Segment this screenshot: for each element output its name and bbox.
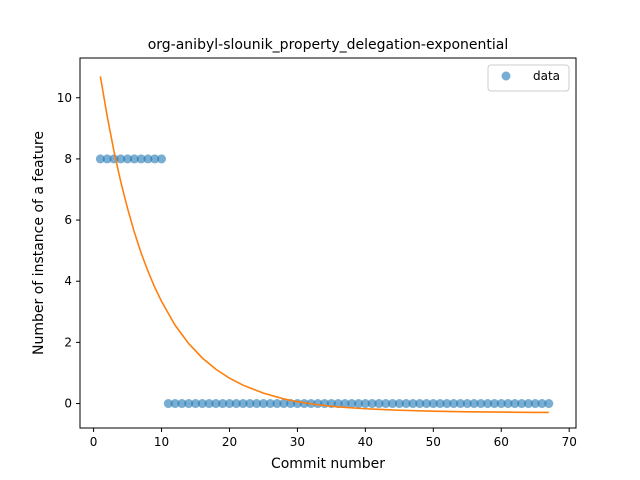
x-tick-label: 60: [494, 435, 509, 449]
data-point: [483, 399, 493, 409]
data-point: [272, 399, 282, 409]
data-point: [191, 399, 201, 409]
x-tick-label: 0: [90, 435, 98, 449]
data-point: [442, 399, 452, 409]
x-axis: 0 10 20 30 40 50 60 70: [90, 428, 577, 449]
data-point: [333, 399, 343, 409]
chart-title: org-anibyl-slounik_property_delegation-e…: [148, 37, 509, 53]
fit-curve: [99, 76, 549, 414]
legend-box: [487, 64, 570, 92]
data-point: [354, 399, 364, 409]
x-tick-label: 10: [154, 435, 169, 449]
data-point: [252, 399, 262, 409]
data-point: [218, 399, 228, 409]
data-point: [510, 399, 520, 409]
data-point: [279, 399, 289, 409]
legend: data: [487, 64, 570, 92]
data-point: [367, 399, 377, 409]
data-point: [129, 154, 139, 164]
data-point: [340, 399, 350, 409]
data-point: [435, 399, 445, 409]
data-point: [211, 399, 221, 409]
data-point: [422, 399, 432, 409]
data-point: [428, 399, 438, 409]
data-point: [265, 399, 275, 409]
y-tick-label: 4: [64, 274, 72, 288]
data-point: [449, 399, 459, 409]
y-tick-label: 8: [64, 152, 72, 166]
data-point: [95, 154, 105, 164]
data-point: [204, 399, 214, 409]
data-point: [197, 399, 207, 409]
data-point: [231, 399, 241, 409]
x-tick-label: 20: [222, 435, 237, 449]
data-point: [388, 399, 398, 409]
data-point: [170, 399, 180, 409]
data-point: [374, 399, 384, 409]
data-point: [462, 399, 472, 409]
data-point: [136, 154, 146, 164]
data-point: [143, 154, 153, 164]
legend-marker-data: [501, 71, 511, 81]
data-point: [360, 399, 370, 409]
data-point: [455, 399, 465, 409]
axes-frame: [79, 57, 577, 429]
data-point: [238, 399, 248, 409]
data-point: [102, 154, 112, 164]
x-tick-label: 40: [358, 435, 373, 449]
data-point: [381, 399, 391, 409]
data-point: [401, 399, 411, 409]
legend-label-data: data: [533, 69, 560, 83]
y-axis: 0 2 4 6 8 10: [57, 91, 80, 411]
y-tick-label: 10: [57, 91, 72, 105]
y-tick-label: 2: [64, 335, 72, 349]
data-point: [150, 154, 160, 164]
data-point: [537, 399, 547, 409]
data-point: [116, 154, 126, 164]
data-point: [496, 399, 506, 409]
data-point: [489, 399, 499, 409]
data-point: [157, 154, 167, 164]
data-point: [415, 399, 425, 409]
data-point: [544, 399, 554, 409]
data-point: [523, 399, 533, 409]
data-point: [258, 399, 268, 409]
y-tick-label: 6: [64, 213, 72, 227]
data-point: [299, 399, 309, 409]
data-point: [469, 399, 479, 409]
data-point: [408, 399, 418, 409]
x-tick-label: 30: [290, 435, 305, 449]
data-point: [123, 154, 133, 164]
data-point: [177, 399, 187, 409]
data-point: [394, 399, 404, 409]
data-point: [476, 399, 486, 409]
x-tick-label: 70: [562, 435, 577, 449]
y-tick-label: 0: [64, 397, 72, 411]
y-axis-label: Number of instance of a feature: [31, 131, 47, 355]
data-point: [245, 399, 255, 409]
x-axis-label: Commit number: [271, 456, 385, 472]
data-point: [347, 399, 357, 409]
data-point: [503, 399, 513, 409]
data-point: [184, 399, 194, 409]
data-point: [517, 399, 527, 409]
data-point: [530, 399, 540, 409]
data-point: [224, 399, 234, 409]
data-point: [163, 399, 173, 409]
x-tick-label: 50: [426, 435, 441, 449]
plot-area: [95, 76, 554, 414]
